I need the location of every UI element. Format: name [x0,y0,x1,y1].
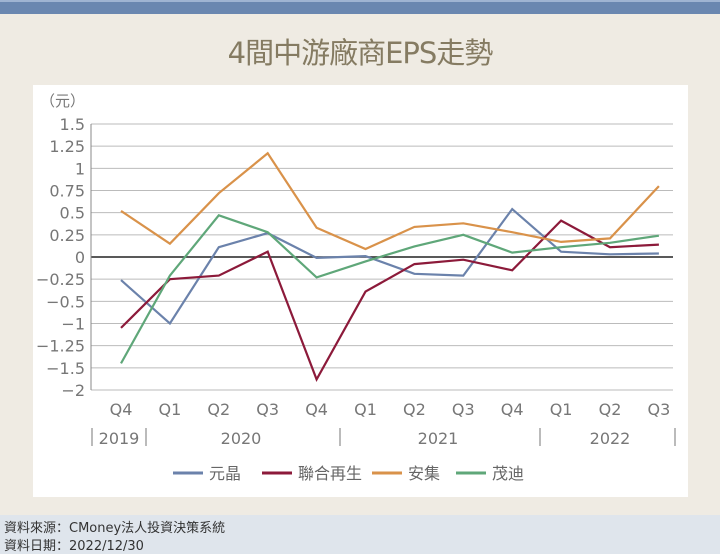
year-label: 2019 [99,429,140,448]
chart-panel [33,85,688,497]
legend-label: 茂迪 [492,464,524,483]
y-tick-label: −0.5 [46,292,85,311]
footer: 資料來源：CMoney法人投資決策系統 資料日期：2022/12/30 [0,515,720,554]
y-tick-label: 1.5 [60,115,85,134]
y-tick-label: 0.75 [49,182,85,201]
y-tick-label: 0.25 [49,226,85,245]
y-tick-label: 1.25 [49,137,85,156]
x-tick-label: Q4 [501,400,524,419]
y-tick-label: 1 [75,159,85,178]
y-tick-label: 0 [75,248,85,267]
date-text: 資料日期：2022/12/30 [4,539,144,554]
x-tick-label: Q3 [648,400,671,419]
chart-title: 4間中游廠商EPS走勢 [227,36,494,70]
series-line-聯合再生 [120,219,659,382]
x-tick-label: Q4 [110,400,133,419]
x-tick-label: Q1 [550,400,573,419]
x-tick-label: Q2 [207,400,230,419]
source-text: 資料來源：CMoney法人投資決策系統 [4,521,226,536]
y-tick-label: −1 [61,315,85,334]
series-line-元晶 [120,207,659,326]
legend-label: 聯合再生 [298,464,362,483]
x-tick-label: Q4 [305,400,328,419]
y-tick-label: −0.25 [36,270,85,289]
year-label: 2022 [590,429,631,448]
y-tick-label: −1.5 [46,359,85,378]
x-tick-label: Q1 [354,400,377,419]
y-tick-label: 0.5 [60,204,85,223]
legend-label: 安集 [408,464,440,483]
y-axis-unit: （元） [40,92,85,110]
x-tick-label: Q2 [403,400,426,419]
x-tick-label: Q3 [452,400,475,419]
y-tick-label: −1.25 [36,337,85,356]
year-label: 2021 [418,429,459,448]
x-tick-label: Q3 [256,400,279,419]
y-tick-label: −2 [61,381,85,400]
series-line-安集 [120,151,660,251]
x-tick-label: Q2 [599,400,622,419]
top-banner [0,0,720,14]
legend-label: 元晶 [209,464,241,483]
year-label: 2020 [221,429,262,448]
x-tick-label: Q1 [159,400,182,419]
series-line-茂迪 [120,214,660,364]
